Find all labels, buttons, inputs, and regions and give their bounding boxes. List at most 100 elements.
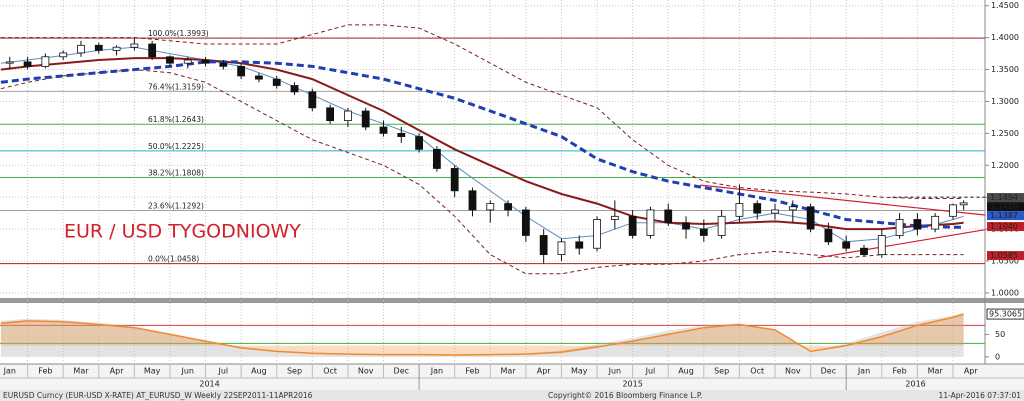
x-tick-label: Jun	[608, 367, 622, 376]
candle-body	[148, 43, 157, 58]
candle-body	[806, 206, 815, 230]
candle-body	[664, 209, 673, 224]
x-tick-label: Jan	[430, 367, 443, 376]
candle-body	[575, 241, 584, 249]
x-tick-label: Feb	[465, 367, 479, 376]
candle-body	[183, 59, 192, 64]
candle-body	[94, 44, 103, 51]
footer-band	[0, 390, 1024, 401]
candle-body	[877, 235, 886, 256]
candle-body	[717, 215, 726, 236]
fib-label: 100.0%(1.3993)	[148, 29, 209, 38]
x-tick-label: May	[571, 367, 588, 376]
oscillator-area	[0, 312, 964, 357]
x-tick-label: Sep	[714, 367, 729, 376]
fib-label: 23.6%(1.1292)	[148, 201, 204, 210]
candle-body	[913, 219, 922, 230]
x-axis-band	[0, 364, 1024, 390]
x-tick-label: Nov	[358, 367, 374, 376]
candle-body	[842, 241, 851, 249]
candle-body	[379, 126, 388, 134]
fib-label: 76.4%(1.3159)	[148, 82, 204, 91]
candle-body	[486, 203, 495, 211]
fib-label: 61.8%(1.2643)	[148, 115, 204, 124]
candle-body	[450, 168, 459, 192]
x-tick-label: Jan	[3, 367, 16, 376]
candle-body	[504, 203, 512, 211]
candle-body	[682, 222, 690, 230]
y-tick-label: 1.4000	[991, 33, 1019, 42]
candle-body	[130, 43, 139, 48]
price-tag-label: 1.1410	[990, 202, 1018, 211]
candle-body	[361, 110, 370, 128]
candle-body	[77, 44, 85, 54]
candle-body	[610, 215, 619, 220]
value-tag	[986, 308, 1024, 320]
x-tick-label: Mar	[501, 367, 517, 376]
candle-body	[326, 107, 335, 122]
value-tag-label: 95.3065	[989, 310, 1022, 319]
price-tag	[987, 202, 1024, 212]
x-tick-label: Aug	[251, 367, 267, 376]
price-tag-label: 1.1387	[990, 211, 1018, 220]
candle-body	[432, 148, 441, 169]
price-tag-label: 1.1494	[990, 193, 1018, 202]
x-tick-label: Feb	[892, 367, 906, 376]
chart-title: EUR / USD TYGODNIOWY	[64, 221, 301, 243]
x-tick-label: Apr	[537, 367, 552, 376]
main-panel: Jan Feb Mar Apr May Jun Jul Aug Sep Oct Nov Dec Jan F…	[0, 0, 1024, 390]
indicator-line	[0, 46, 964, 243]
x-tick-label: Jul	[645, 367, 656, 376]
price-tag	[987, 211, 1024, 221]
price-tag	[987, 222, 1024, 232]
x-tick-label: Apr	[110, 367, 125, 376]
candle-body	[539, 235, 548, 256]
candle-body	[628, 215, 637, 236]
candle-body	[219, 62, 228, 67]
indicator-line	[0, 60, 964, 229]
candle-body	[397, 132, 406, 137]
candle-body	[290, 85, 299, 93]
candle-body	[166, 56, 174, 64]
indicator-line	[0, 24, 964, 199]
footer-left: EURUSD Curncy (EUR-USD X-RATE) AT_EURUSD…	[3, 391, 313, 400]
candle-body	[344, 110, 352, 122]
y-tick-label: 1.2500	[991, 129, 1019, 138]
fib-label: 50.0%(1.2225)	[148, 142, 204, 151]
trendline	[817, 229, 986, 259]
oscillator-line	[0, 313, 964, 356]
candle-body	[949, 204, 957, 217]
candle-body	[255, 75, 263, 80]
candle-body	[557, 241, 566, 256]
x-tick-label: Apr	[964, 367, 979, 376]
panel-divider	[0, 298, 1024, 303]
y-tick-label: 1.2000	[991, 161, 1019, 170]
year-label: 2014	[199, 380, 219, 389]
x-tick-label: Mar	[73, 367, 89, 376]
y-tick-label: 1.3000	[991, 97, 1019, 106]
candle-body	[201, 59, 210, 64]
y-tick-label: 1.3500	[991, 65, 1019, 74]
x-tick-label: Feb	[38, 367, 52, 376]
candle-body	[468, 190, 477, 211]
year-label: 2016	[905, 380, 925, 389]
y-tick-label: 1.4500	[991, 1, 1019, 10]
oscillator-area	[0, 314, 964, 355]
price-tag	[987, 251, 1024, 261]
candle-body	[931, 215, 940, 230]
footer-center: Copyright© 2016 Bloomberg Finance L.P.	[548, 391, 703, 400]
candle-body	[753, 203, 762, 214]
candle-body	[959, 202, 968, 206]
candle-body	[860, 247, 868, 256]
candle-body	[824, 228, 833, 243]
candle-body	[699, 228, 708, 236]
candle-body	[237, 65, 246, 77]
price-tag-label: 1.0585	[990, 251, 1018, 260]
x-tick-label: Dec	[394, 367, 409, 376]
trendline	[700, 184, 986, 216]
fib-label: 0.0%(1.0458)	[148, 255, 199, 264]
candle-body	[59, 52, 68, 58]
x-tick-label: Sep	[287, 367, 302, 376]
x-tick-label: Aug	[678, 367, 694, 376]
